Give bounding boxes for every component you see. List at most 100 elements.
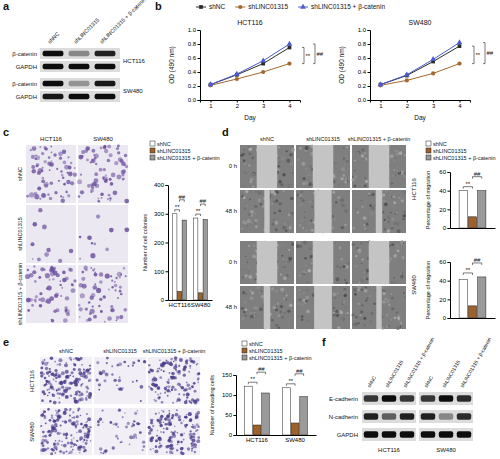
invasion-image-cell — [157, 386, 160, 389]
wound-cell — [259, 292, 260, 293]
wound-cell — [248, 152, 251, 155]
tick-mark — [237, 100, 238, 103]
invasion-image-cell — [164, 417, 168, 421]
invasion-image-cell — [119, 376, 121, 378]
colony-image-cell — [116, 316, 120, 320]
invasion-image-cell — [47, 447, 49, 449]
wound-cell — [246, 294, 247, 295]
invasion-image-cell — [85, 425, 87, 427]
wound-cell — [241, 269, 243, 271]
tick-label: 1 — [209, 103, 213, 109]
invasion-image-cell — [171, 389, 173, 391]
invasion-image-cell — [132, 381, 134, 383]
colony-image-cell — [81, 277, 85, 281]
colony-image-cell — [42, 167, 44, 169]
colony-image-cell — [100, 147, 103, 150]
wound-cell — [248, 266, 249, 267]
wound-cell — [283, 266, 286, 269]
invasion-image-cell — [188, 371, 190, 373]
colony-image-cell — [31, 304, 34, 307]
lane-label: shNC — [366, 374, 378, 388]
invasion-image-cell — [82, 446, 85, 449]
invasion-image-cell — [69, 409, 71, 411]
wound-cell — [391, 227, 394, 230]
panel-d-images: shNCshLINC01315shLINC01315 + β-catenin0 … — [225, 136, 410, 330]
invasion-image-cell — [42, 444, 45, 447]
wound-cell — [403, 211, 406, 214]
wound-cell — [347, 262, 350, 265]
wound-cell — [390, 212, 392, 214]
wound-cell — [290, 197, 294, 201]
wound-cell — [364, 286, 366, 288]
wound-cell — [305, 150, 307, 152]
colony-image-cell — [94, 283, 96, 285]
wound-cell — [402, 218, 405, 221]
colony-image-cell — [125, 165, 128, 168]
colony-image-cell — [107, 144, 111, 148]
wound-cell — [396, 314, 399, 317]
wound-cell — [244, 268, 246, 270]
colony-image-cell — [73, 173, 77, 177]
invasion-image-cell — [187, 384, 190, 387]
blot-band — [421, 431, 435, 438]
wound-gap — [376, 286, 381, 329]
invasion-image-cell — [89, 368, 91, 370]
invasion-image-cell — [102, 452, 104, 454]
wound-cell — [254, 205, 257, 208]
wound-cell — [341, 203, 345, 207]
invasion-image-cell — [86, 436, 89, 439]
wound-cell — [367, 297, 369, 299]
colony-image-cell — [113, 190, 118, 195]
invasion-image-cell — [160, 393, 162, 395]
wound-cell — [357, 196, 359, 198]
wound-cell — [287, 310, 290, 313]
invasion-image-cell — [185, 426, 187, 428]
invasion-image-cell — [86, 440, 88, 442]
wound-cell — [334, 241, 336, 243]
wound-cell — [337, 278, 339, 280]
invasion-image-cell — [163, 428, 165, 430]
colony-image-cell — [58, 180, 60, 182]
invasion-image-cell — [115, 422, 118, 425]
invasion-image-cell — [167, 395, 169, 397]
invasion-image-cell — [185, 416, 188, 419]
wound-cell — [248, 275, 252, 279]
colony-image-cell — [99, 272, 103, 276]
invasion-image-cell — [165, 389, 166, 390]
wound-cell — [291, 163, 293, 165]
invasion-image-cell — [124, 412, 125, 413]
invasion-image-cell — [132, 365, 134, 367]
series-marker — [235, 77, 239, 81]
invasion-image-cell — [188, 412, 192, 416]
invasion-image-cell — [113, 423, 115, 425]
invasion-image-cell — [40, 367, 43, 370]
colony-image-cell — [68, 172, 73, 177]
wound-cell — [390, 154, 394, 158]
colony-image-cell — [38, 208, 42, 212]
colony-image-cell — [36, 163, 40, 167]
invasion-image-cell — [196, 439, 200, 443]
wound-cell — [396, 312, 398, 314]
wound-cell — [399, 271, 400, 272]
invasion-image-cell — [70, 359, 72, 361]
invasion-image-cell — [85, 442, 88, 445]
invasion-image-cell — [182, 368, 186, 372]
invasion-image-cell — [134, 412, 137, 415]
invasion-image-cell — [148, 426, 151, 429]
invasion-image-cell — [186, 393, 190, 397]
colony-image-cell — [111, 280, 113, 282]
wound-cell — [275, 324, 277, 326]
colony-image-cell — [96, 288, 101, 293]
column-label: HCT116 — [40, 136, 63, 142]
invasion-image-cell — [197, 425, 199, 427]
invasion-image-cell — [40, 414, 43, 417]
invasion-image-cell — [129, 435, 133, 439]
invasion-image-cell — [81, 364, 83, 366]
invasion-image-cell — [184, 388, 188, 392]
tick-label: 0.2 — [188, 83, 197, 89]
wound-cell — [365, 201, 367, 203]
invasion-image-cell — [82, 427, 84, 429]
colony-image-cell — [120, 293, 123, 296]
wound-cell — [282, 309, 286, 313]
invasion-image-cell — [185, 361, 186, 362]
